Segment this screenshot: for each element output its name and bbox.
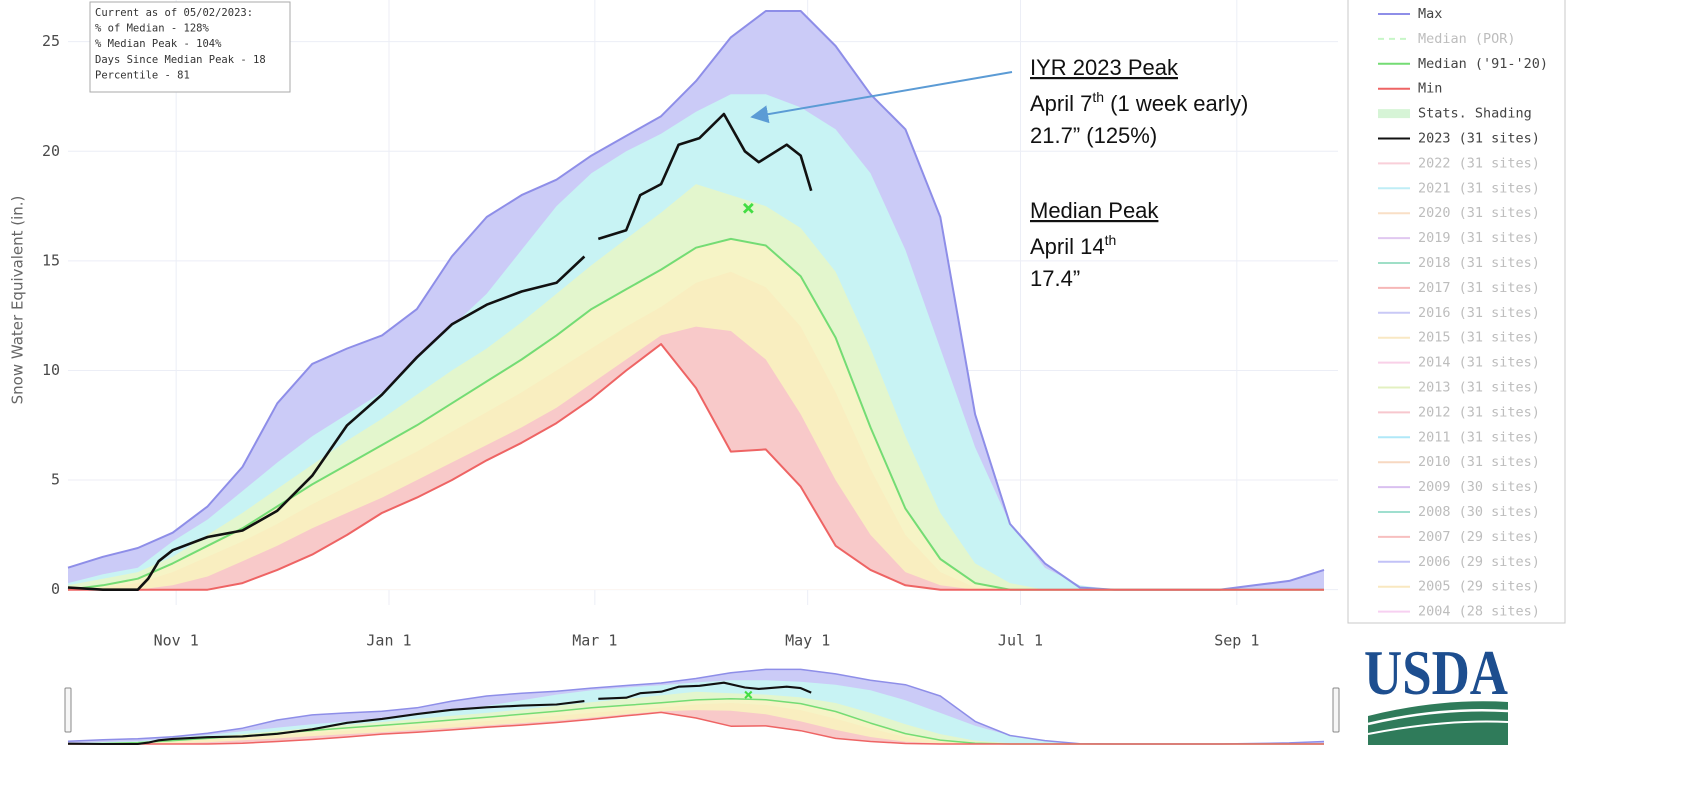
legend-label: 2015 (31 sites) bbox=[1418, 330, 1540, 346]
annotation-title: IYR 2023 Peak bbox=[1030, 55, 1179, 80]
x-tick-label: Sep 1 bbox=[1214, 632, 1259, 650]
legend-label: 2021 (31 sites) bbox=[1418, 180, 1540, 196]
range-handle bbox=[1332, 687, 1340, 733]
logo-stripe bbox=[1367, 695, 1509, 714]
legend-label: 2010 (31 sites) bbox=[1418, 454, 1540, 470]
annotation-line: April 7th (1 week early) bbox=[1030, 89, 1248, 116]
y-axis-label: Snow Water Equivalent (in.) bbox=[9, 196, 27, 405]
annotation-line: 17.4” bbox=[1030, 266, 1080, 291]
legend-label: 2022 (31 sites) bbox=[1418, 155, 1540, 171]
info-line: Percentile - 81 bbox=[95, 69, 190, 81]
logo: USDA bbox=[1364, 637, 1509, 745]
logo-text: USDA bbox=[1364, 637, 1508, 708]
logo-stripe bbox=[1367, 720, 1509, 735]
x-tick-label: Mar 1 bbox=[572, 632, 617, 650]
legend-label: 2004 (28 sites) bbox=[1418, 604, 1540, 620]
range-slider bbox=[64, 668, 1340, 746]
legend-label: Stats. Shading bbox=[1418, 106, 1532, 122]
legend: Max Median (POR) Median ('91-'20) Min Stats.… bbox=[1347, 0, 1566, 624]
y-tick-label: 15 bbox=[42, 251, 60, 269]
legend-label: 2014 (31 sites) bbox=[1418, 355, 1540, 371]
logo-stripe bbox=[1367, 709, 1509, 726]
annotation-arrow bbox=[750, 71, 1013, 124]
range-handle bbox=[64, 687, 72, 733]
info-line: Current as of 05/02/2023: bbox=[95, 7, 253, 19]
x-tick-label: May 1 bbox=[785, 632, 830, 650]
annotation-text: 21.7” (125%) bbox=[1030, 123, 1157, 148]
y-tick-label: 0 bbox=[51, 580, 60, 598]
mini-shading-area bbox=[68, 712, 1324, 744]
annotation-text: April 7 bbox=[1030, 91, 1092, 116]
legend-label: Min bbox=[1418, 81, 1442, 97]
series-line bbox=[68, 343, 1324, 591]
annotation-line: 21.7” (125%) bbox=[1030, 123, 1157, 148]
legend-label: 2023 (31 sites) bbox=[1418, 131, 1540, 147]
info-line: % Median Peak - 104% bbox=[95, 38, 222, 50]
legend-label: 2016 (31 sites) bbox=[1418, 305, 1540, 321]
annotation-text: 17.4” bbox=[1030, 266, 1080, 291]
annotation-line: April 14th bbox=[1030, 232, 1116, 259]
legend-label: 2013 (31 sites) bbox=[1418, 380, 1540, 396]
legend-label: Median ('91-'20) bbox=[1418, 56, 1548, 72]
axes: Nov 1 Jan 1 Mar 1 May 1 Jul 1 Sep 1 0 5 10 15 20 25… bbox=[9, 32, 1260, 649]
legend-label: 2006 (29 sites) bbox=[1418, 554, 1540, 570]
shading-area bbox=[68, 344, 1324, 590]
annotation-title: Median Peak bbox=[1030, 198, 1159, 223]
annotation-text: (1 week early) bbox=[1104, 91, 1248, 116]
info-line: Days Since Median Peak - 18 bbox=[95, 54, 266, 66]
mini-series-line bbox=[68, 711, 1324, 745]
info-box: Current as of 05/02/2023: % of Median - 1… bbox=[89, 1, 291, 93]
median-peak-marker bbox=[742, 202, 754, 214]
y-tick-label: 25 bbox=[42, 32, 60, 50]
legend-label: 2007 (29 sites) bbox=[1418, 529, 1540, 545]
annotation-superscript: th bbox=[1092, 89, 1104, 105]
legend-label: 2020 (31 sites) bbox=[1418, 205, 1540, 221]
legend-label: 2005 (29 sites) bbox=[1418, 579, 1540, 595]
info-box-frame bbox=[89, 1, 291, 93]
legend-label: 2009 (30 sites) bbox=[1418, 479, 1540, 495]
info-line: % of Median - 128% bbox=[95, 23, 209, 35]
legend-label: Max bbox=[1418, 6, 1442, 22]
legend-label: 2012 (31 sites) bbox=[1418, 404, 1540, 420]
y-tick-label: 10 bbox=[42, 361, 60, 379]
y-tick-label: 20 bbox=[42, 142, 60, 160]
y-tick-label: 5 bbox=[51, 471, 60, 489]
mini-series-line bbox=[67, 681, 812, 746]
series-line bbox=[67, 112, 813, 591]
x-tick-label: Jul 1 bbox=[998, 632, 1043, 650]
legend-box bbox=[1347, 0, 1566, 624]
legend-label: 2011 (31 sites) bbox=[1418, 429, 1540, 445]
x-tick-label: Jan 1 bbox=[366, 632, 411, 650]
legend-label: 2008 (30 sites) bbox=[1418, 504, 1540, 520]
legend-label: Median (POR) bbox=[1418, 31, 1516, 47]
annotation-superscript: th bbox=[1105, 232, 1117, 248]
x-tick-label: Nov 1 bbox=[154, 632, 199, 650]
lines bbox=[67, 10, 1325, 591]
mini-median-peak-marker bbox=[744, 690, 753, 699]
legend-label: 2017 (31 sites) bbox=[1418, 280, 1540, 296]
legend-label: 2019 (31 sites) bbox=[1418, 230, 1540, 246]
legend-label: 2018 (31 sites) bbox=[1418, 255, 1540, 271]
annotation-text: April 14 bbox=[1030, 234, 1105, 259]
